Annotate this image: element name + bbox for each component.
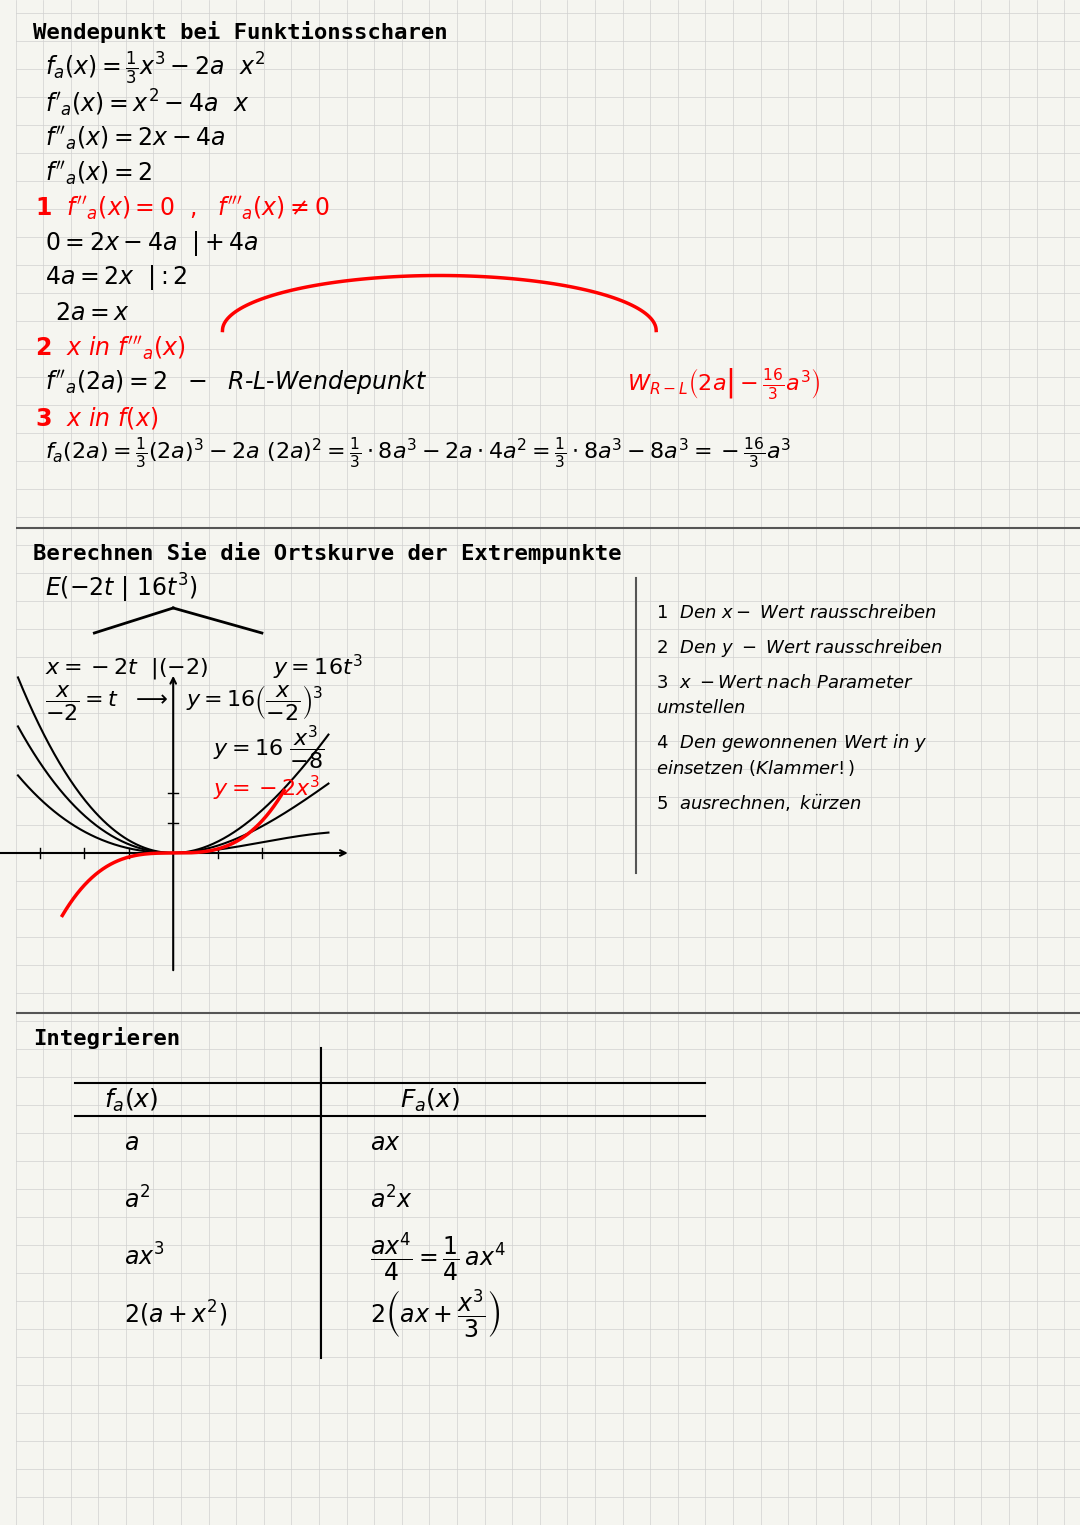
Text: $f_a(x) = \frac{1}{3}x^3 - 2a\ \ x^2$: $f_a(x) = \frac{1}{3}x^3 - 2a\ \ x^2$ [45,49,266,87]
Text: $\dfrac{x}{-2} = t\ \ \longrightarrow\ \ y = 16\left(\dfrac{x}{-2}\right)^3$: $\dfrac{x}{-2} = t\ \ \longrightarrow\ \… [45,683,323,723]
Text: $\mathbf{3}\ \ x\ in\ f(x)$: $\mathbf{3}\ \ x\ in\ f(x)$ [36,406,159,432]
Text: $a^2 x$: $a^2 x$ [370,1186,414,1214]
Text: $f_a(x)$: $f_a(x)$ [104,1086,159,1113]
Text: $\mathbf{1}\ \ f''_a(x) = 0\ \ ,\ \ f'''_a(x) \neq 0$: $\mathbf{1}\ \ f''_a(x) = 0\ \ ,\ \ f'''… [36,194,329,223]
Text: $f''_a(x) = 2x - 4a$: $f''_a(x) = 2x - 4a$ [45,124,226,152]
Text: $f''_a(2a) = 2\ \ -\ \ R\text{-}L\text{-}Wendepunkt$: $f''_a(2a) = 2\ \ -\ \ R\text{-}L\text{-… [45,369,428,398]
Text: $f'_a(x) = x^2 - 4a\ \ x$: $f'_a(x) = x^2 - 4a\ \ x$ [45,87,249,119]
Text: $a$: $a$ [124,1132,139,1154]
Text: $x = -2t\ \ |(-2)\ \ \ \ \ \ \ \ \ y = 16t^3$: $x = -2t\ \ |(-2)\ \ \ \ \ \ \ \ \ y = 1… [45,653,363,683]
Text: $ax^3$: $ax^3$ [124,1243,164,1270]
Text: $4\ \ Den\ gewonnenen\ Wert\ in\ y$: $4\ \ Den\ gewonnenen\ Wert\ in\ y$ [657,732,928,753]
Text: $3\ \ x\ -Wert\ nach\ Parameter$: $3\ \ x\ -Wert\ nach\ Parameter$ [657,674,914,692]
Text: $E(-2t\ |\ 16t^3)$: $E(-2t\ |\ 16t^3)$ [45,572,198,604]
Text: Berechnen Sie die Ortskurve der Extrempunkte: Berechnen Sie die Ortskurve der Extrempu… [33,541,622,564]
Text: $2(a+x^2)$: $2(a+x^2)$ [124,1299,227,1330]
Text: $2\ \ Den\ y\ -\ Wert\ rausschreiben$: $2\ \ Den\ y\ -\ Wert\ rausschreiben$ [657,637,943,659]
Text: Wendepunkt bei Funktionsscharen: Wendepunkt bei Funktionsscharen [33,21,448,43]
Text: $2a = x$: $2a = x$ [55,300,130,325]
Text: $5\ \ ausrechnen,\ k\ddot{u}rzen$: $5\ \ ausrechnen,\ k\ddot{u}rzen$ [657,793,862,814]
Text: $\dfrac{ax^4}{4} = \dfrac{1}{4}\,ax^4$: $\dfrac{ax^4}{4} = \dfrac{1}{4}\,ax^4$ [370,1231,507,1284]
Text: $f_a(2a) = \frac{1}{3}(2a)^3 - 2a\ (2a)^2 = \frac{1}{3}\cdot 8a^3 - 2a\cdot 4a^2: $f_a(2a) = \frac{1}{3}(2a)^3 - 2a\ (2a)^… [45,436,792,471]
Text: $F_a(x)$: $F_a(x)$ [400,1086,460,1113]
Text: $y = -2x^3$: $y = -2x^3$ [213,773,320,802]
Text: Integrieren: Integrieren [33,1026,180,1049]
Text: $a^2$: $a^2$ [124,1186,150,1214]
Text: $W_{R-L}\left(2a\left|-\frac{16}{3}a^3\right.\right)$: $W_{R-L}\left(2a\left|-\frac{16}{3}a^3\r… [626,366,820,401]
Text: $1\ \ Den\ x-\ Wert\ rausschreiben$: $1\ \ Den\ x-\ Wert\ rausschreiben$ [657,604,937,622]
Text: $f''_a(x) = 2$: $f''_a(x) = 2$ [45,159,152,188]
Text: $einsetzen\ (Klammer!)$: $einsetzen\ (Klammer!)$ [657,758,855,778]
Text: $2\left(ax + \dfrac{x^3}{3}\right)$: $2\left(ax + \dfrac{x^3}{3}\right)$ [370,1287,501,1340]
Text: $0 = 2x - 4a\ \ |+4a$: $0 = 2x - 4a\ \ |+4a$ [45,229,259,258]
Text: $4a = 2x\ \ |:2$: $4a = 2x\ \ |:2$ [45,264,188,293]
Text: $\mathbf{2}\ \ x\ in\ f'''_a(x)$: $\mathbf{2}\ \ x\ in\ f'''_a(x)$ [36,334,186,361]
Text: $umstellen$: $umstellen$ [657,698,746,717]
Text: $y = 16\ \dfrac{x^3}{-8}$: $y = 16\ \dfrac{x^3}{-8}$ [213,724,324,772]
Text: $ax$: $ax$ [370,1132,401,1154]
